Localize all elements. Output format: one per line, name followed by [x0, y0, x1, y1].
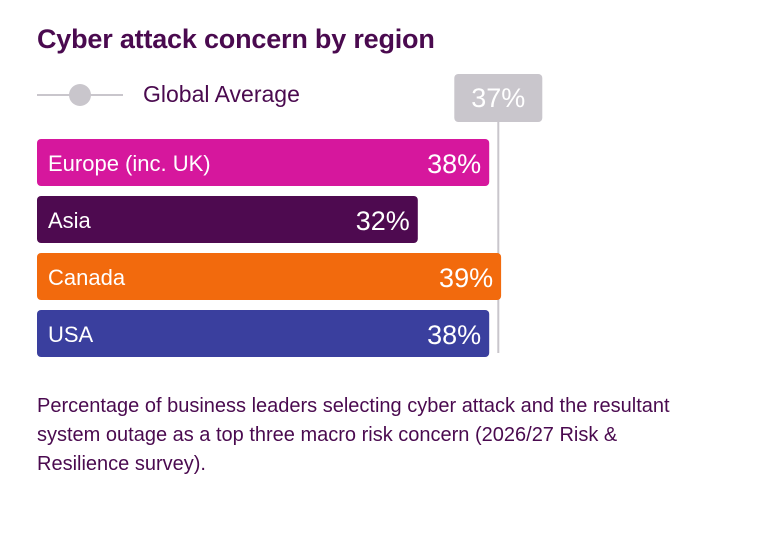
bar-2: [37, 196, 418, 243]
bar-1: [37, 139, 490, 186]
reference-badge: [454, 74, 543, 122]
bar-category-label: Asia: [48, 208, 92, 233]
bar-chart: Europe (inc. UK) 38% Asia 32% Canada 39% USA 38…: [37, 74, 543, 357]
reference-value-label: 37%: [471, 83, 525, 113]
chart-caption: Percentage of business leaders selecting…: [37, 395, 670, 475]
legend-dot-icon: [69, 84, 91, 106]
bar-value-label: 38%: [427, 320, 481, 350]
bar-value-label: 39%: [439, 263, 493, 293]
bar-3: [37, 253, 502, 300]
bar-value-label: 32%: [356, 206, 410, 236]
bar-category-label: Canada: [48, 265, 126, 290]
bar-value-label: 38%: [427, 149, 481, 179]
legend: Global Average: [37, 78, 357, 112]
chart-title: Cyber attack concern by region: [37, 24, 435, 54]
bar-category-label: USA: [48, 322, 94, 347]
bar-category-label: Europe (inc. UK): [48, 151, 211, 176]
legend-label: Global Average: [143, 81, 300, 107]
bar-4: [37, 310, 490, 357]
